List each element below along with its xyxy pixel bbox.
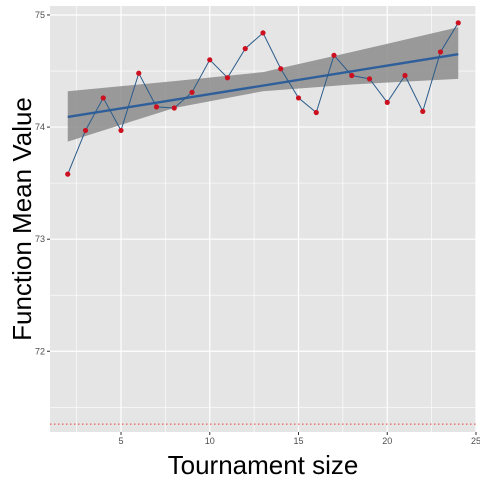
x-tick-label: 15 bbox=[293, 436, 303, 446]
data-point bbox=[136, 70, 142, 76]
data-point bbox=[278, 66, 284, 72]
y-tick-label: 75 bbox=[35, 10, 45, 20]
data-point bbox=[153, 104, 160, 110]
data-point bbox=[420, 108, 426, 114]
data-point bbox=[65, 171, 71, 177]
data-point bbox=[295, 95, 302, 101]
x-tick-label: 20 bbox=[382, 436, 392, 446]
data-point bbox=[384, 99, 390, 106]
data-point bbox=[313, 109, 319, 116]
y-tick-label: 72 bbox=[35, 346, 45, 356]
x-tick-label: 10 bbox=[205, 436, 215, 446]
y-axis-title: Function Mean Value bbox=[7, 97, 37, 341]
data-point bbox=[349, 72, 355, 79]
data-point bbox=[260, 30, 266, 36]
data-point bbox=[224, 75, 231, 81]
data-point bbox=[437, 49, 444, 55]
data-point bbox=[118, 127, 124, 134]
data-point bbox=[331, 52, 337, 58]
trend-line bbox=[67, 53, 459, 119]
data-point bbox=[207, 57, 213, 63]
x-axis-title: Tournament size bbox=[168, 450, 359, 480]
data-point bbox=[402, 72, 408, 79]
data-point bbox=[455, 20, 461, 26]
data-point bbox=[189, 89, 195, 95]
data-point bbox=[171, 105, 177, 111]
data-point bbox=[366, 76, 373, 82]
x-tick-label: 25 bbox=[471, 436, 480, 446]
data-point bbox=[82, 127, 89, 134]
data-point bbox=[100, 95, 106, 101]
y-tick-label: 74 bbox=[35, 122, 45, 132]
data-point bbox=[242, 46, 248, 52]
x-tick-label: 5 bbox=[118, 436, 123, 446]
y-tick-label: 73 bbox=[35, 234, 45, 244]
